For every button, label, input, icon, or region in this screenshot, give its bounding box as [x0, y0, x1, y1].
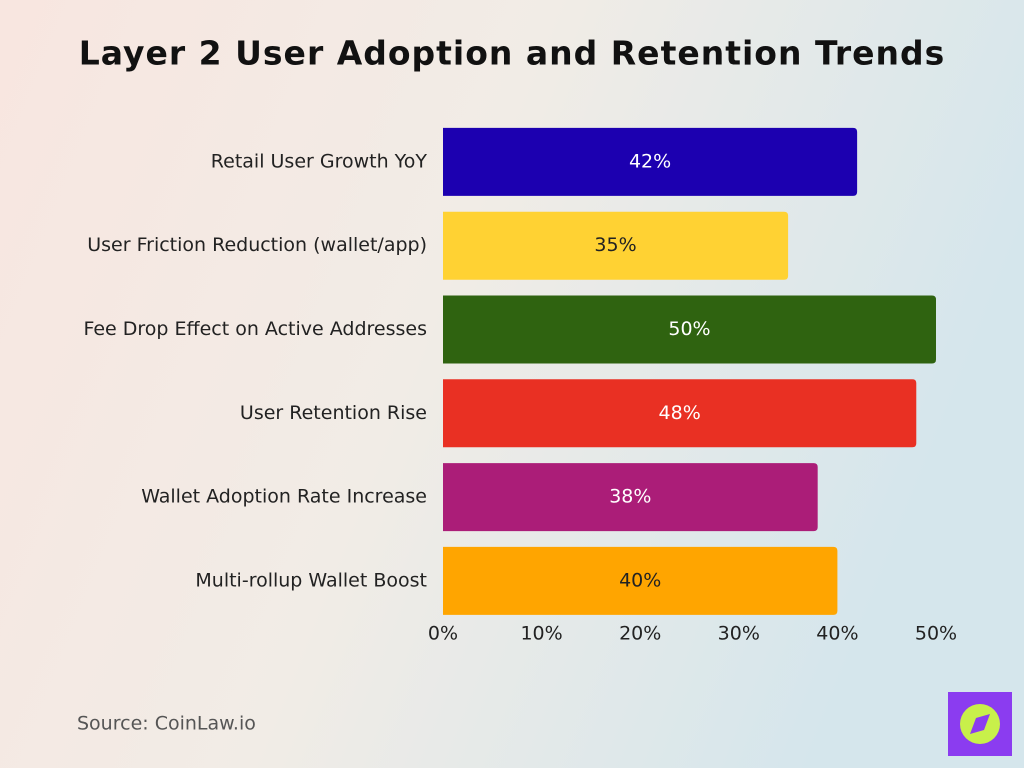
x-tick-label: 30%	[718, 623, 760, 645]
x-tick-label: 0%	[428, 623, 458, 645]
category-label: Retail User Growth YoY	[211, 150, 428, 172]
value-label: 48%	[659, 402, 701, 424]
source: Source: CoinLaw.io	[77, 713, 256, 735]
category-label: User Retention Rise	[240, 402, 427, 424]
logo	[948, 692, 1012, 756]
category-label: Wallet Adoption Rate Increase	[141, 486, 427, 508]
x-tick-label: 40%	[816, 623, 858, 645]
category-label: User Friction Reduction (wallet/app)	[87, 234, 427, 256]
bar	[443, 546, 838, 615]
value-label: 40%	[619, 569, 661, 591]
bar	[443, 295, 936, 364]
bar	[443, 463, 818, 532]
category-label: Fee Drop Effect on Active Addresses	[83, 318, 427, 340]
x-tick-label: 20%	[619, 623, 661, 645]
bar	[443, 379, 917, 448]
x-tick-label: 10%	[520, 623, 562, 645]
x-tick-label: 50%	[915, 623, 957, 645]
value-label: 35%	[594, 234, 636, 256]
value-label: 50%	[668, 318, 710, 340]
bar	[443, 127, 858, 196]
value-label: 42%	[629, 150, 671, 172]
category-label: Multi-rollup Wallet Boost	[195, 569, 427, 591]
bar	[443, 211, 789, 280]
value-label: 38%	[609, 486, 651, 508]
chart-title: Layer 2 User Adoption and Retention Tren…	[79, 34, 946, 73]
